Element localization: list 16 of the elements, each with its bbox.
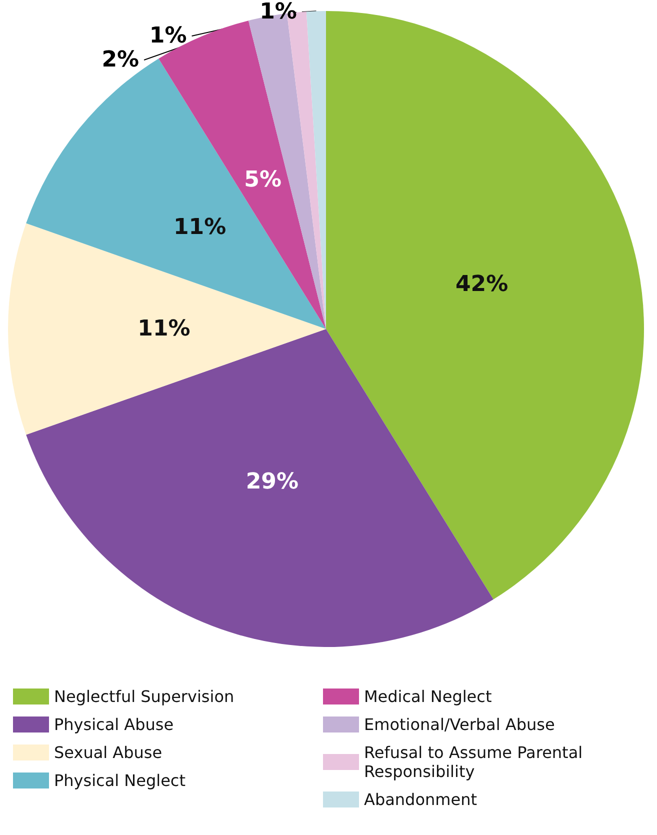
legend-label: Physical Abuse (54, 715, 174, 734)
data-label: 5% (244, 167, 282, 192)
data-label: 1% (260, 0, 297, 24)
legend-label: Neglectful Supervision (54, 687, 234, 706)
legend-label: Medical Neglect (364, 687, 492, 706)
data-label: 29% (246, 469, 298, 494)
legend-label: Sexual Abuse (54, 743, 162, 762)
data-label: 2% (102, 48, 140, 72)
legend-label: Abandonment (364, 790, 477, 809)
legend-label: Physical Neglect (54, 771, 186, 790)
data-label: 11% (173, 214, 226, 240)
data-label: 1% (149, 24, 187, 48)
legend-label: Refusal to Assume Parental Responsibility (364, 743, 588, 781)
data-label: 11% (138, 316, 190, 342)
data-label: 42% (455, 272, 508, 298)
legend-label: Emotional/Verbal Abuse (364, 715, 555, 734)
